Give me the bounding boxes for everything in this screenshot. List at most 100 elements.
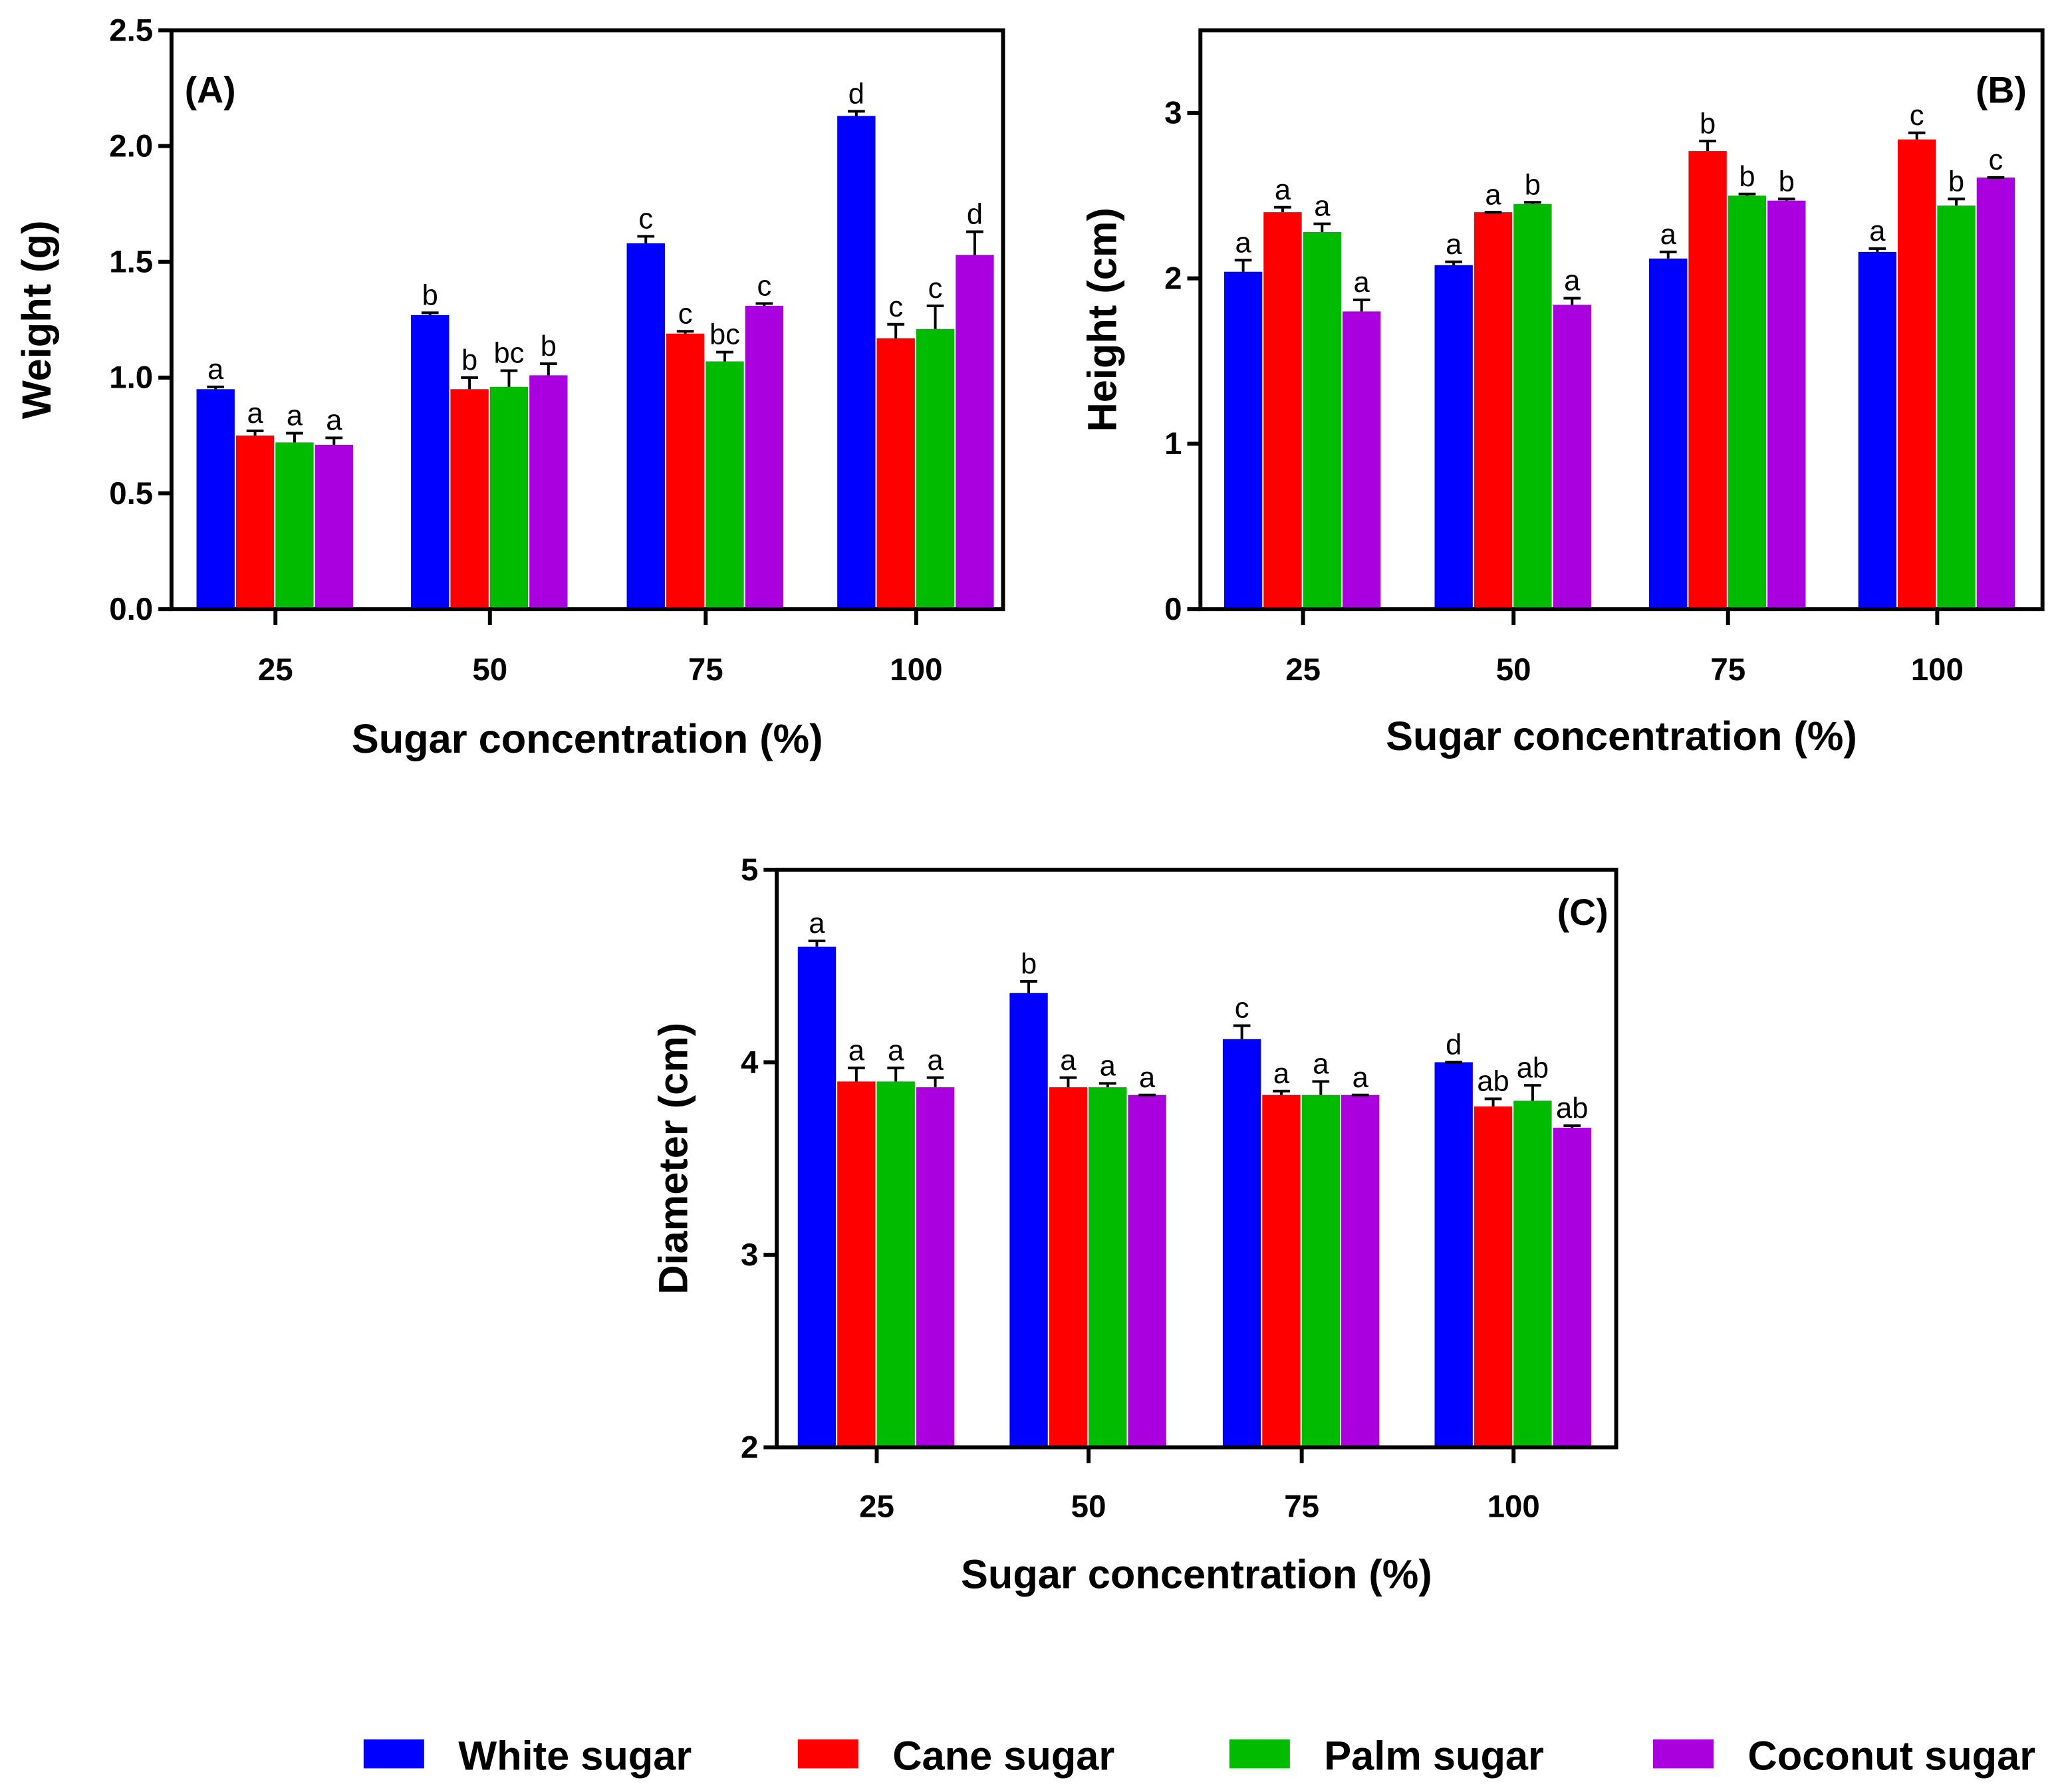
bar — [411, 315, 450, 610]
bar — [196, 389, 235, 610]
bar — [529, 375, 568, 610]
significance-letter: b — [1779, 166, 1795, 197]
significance-letter: a — [1100, 1050, 1116, 1082]
significance-letter: c — [1235, 993, 1249, 1025]
y-tick-label: 1 — [1164, 426, 1182, 461]
significance-letter: b — [422, 280, 438, 312]
significance-letter: a — [809, 908, 825, 940]
significance-letter: c — [888, 291, 903, 323]
significance-letter: a — [1273, 1058, 1290, 1090]
bar — [706, 361, 744, 610]
bar — [1089, 1087, 1127, 1448]
significance-letter: a — [1485, 179, 1501, 211]
bar — [876, 1081, 915, 1448]
significance-letter: d — [967, 199, 983, 231]
panel-label: (A) — [185, 69, 236, 110]
significance-letter: c — [638, 203, 653, 235]
significance-letter: ab — [1517, 1052, 1549, 1084]
x-tick-label: 75 — [688, 652, 723, 688]
bar — [1303, 231, 1341, 610]
significance-letter: a — [1235, 227, 1251, 259]
significance-letter: a — [1446, 229, 1462, 261]
bar — [1434, 1062, 1473, 1448]
legend-swatch — [1229, 1739, 1290, 1769]
bar — [1858, 251, 1897, 610]
significance-letter: b — [541, 330, 557, 362]
bar — [1009, 993, 1048, 1448]
significance-letter: c — [1910, 100, 1924, 132]
significance-letter: d — [1446, 1029, 1462, 1061]
significance-letter: a — [1354, 267, 1370, 299]
x-axis-title: Sugar concentration (%) — [352, 715, 823, 761]
significance-letter: a — [927, 1045, 944, 1077]
y-tick-label: 2.0 — [109, 128, 153, 164]
bar — [1937, 205, 1976, 610]
significance-letter: a — [1060, 1045, 1077, 1077]
y-axis-title: Diameter (cm) — [650, 1023, 696, 1295]
x-tick-label: 25 — [258, 652, 293, 688]
bar — [1224, 271, 1263, 610]
bar — [489, 386, 529, 610]
bar — [916, 328, 955, 610]
significance-letter: b — [1525, 169, 1541, 201]
bar — [1897, 139, 1936, 610]
significance-letter: a — [1275, 174, 1291, 206]
x-tick-label: 50 — [1071, 1489, 1106, 1524]
significance-letter: ab — [1477, 1066, 1509, 1098]
legend-label: Palm sugar — [1324, 1732, 1544, 1778]
bar — [1553, 305, 1591, 610]
legend-swatch — [797, 1739, 858, 1769]
bar — [1728, 195, 1767, 610]
significance-letter: bc — [493, 338, 524, 370]
bar — [1342, 311, 1381, 610]
bar — [1434, 265, 1473, 610]
y-tick-label: 2 — [1164, 261, 1182, 296]
bar — [626, 243, 665, 610]
bar — [916, 1087, 955, 1448]
bar — [1049, 1087, 1088, 1448]
bar — [1513, 203, 1552, 610]
significance-letter: a — [1869, 215, 1886, 247]
significance-letter: c — [678, 298, 693, 330]
y-tick-label: 0 — [1164, 592, 1182, 627]
y-tick-label: 3 — [741, 1237, 758, 1273]
bar — [1767, 200, 1806, 610]
y-axis-title: Height (cm) — [1079, 207, 1125, 432]
legend-label: Coconut sugar — [1747, 1732, 2035, 1778]
x-tick-label: 100 — [1911, 652, 1964, 688]
bar — [1262, 1094, 1301, 1448]
y-tick-label: 0.0 — [109, 592, 153, 627]
bar — [956, 255, 994, 610]
bar — [745, 305, 784, 610]
y-tick-label: 1.0 — [109, 360, 153, 396]
y-tick-label: 2.5 — [109, 13, 153, 48]
y-tick-label: 5 — [741, 852, 758, 888]
bar — [1649, 258, 1688, 610]
bar — [1688, 151, 1727, 610]
bar — [1341, 1094, 1380, 1448]
bar — [1553, 1127, 1591, 1448]
significance-letter: b — [1700, 108, 1716, 140]
bar — [837, 1081, 876, 1448]
x-axis-title: Sugar concentration (%) — [961, 1551, 1432, 1597]
bar — [1474, 212, 1513, 610]
bar — [275, 442, 314, 610]
significance-letter: a — [1139, 1062, 1156, 1094]
significance-letter: b — [1948, 166, 1964, 197]
significance-letter: a — [287, 400, 303, 432]
bar — [837, 116, 876, 610]
significance-letter: a — [888, 1035, 904, 1067]
bar — [1128, 1094, 1166, 1448]
significance-letter: b — [1739, 161, 1755, 193]
legend-label: White sugar — [458, 1732, 692, 1778]
bar — [1222, 1039, 1261, 1448]
bar — [797, 946, 837, 1448]
legend-label: Cane sugar — [892, 1732, 1114, 1778]
x-tick-label: 50 — [1496, 652, 1531, 688]
x-tick-label: 100 — [1487, 1489, 1540, 1524]
bar — [1474, 1106, 1513, 1448]
significance-letter: a — [1564, 265, 1581, 297]
legend-swatch — [363, 1739, 424, 1769]
